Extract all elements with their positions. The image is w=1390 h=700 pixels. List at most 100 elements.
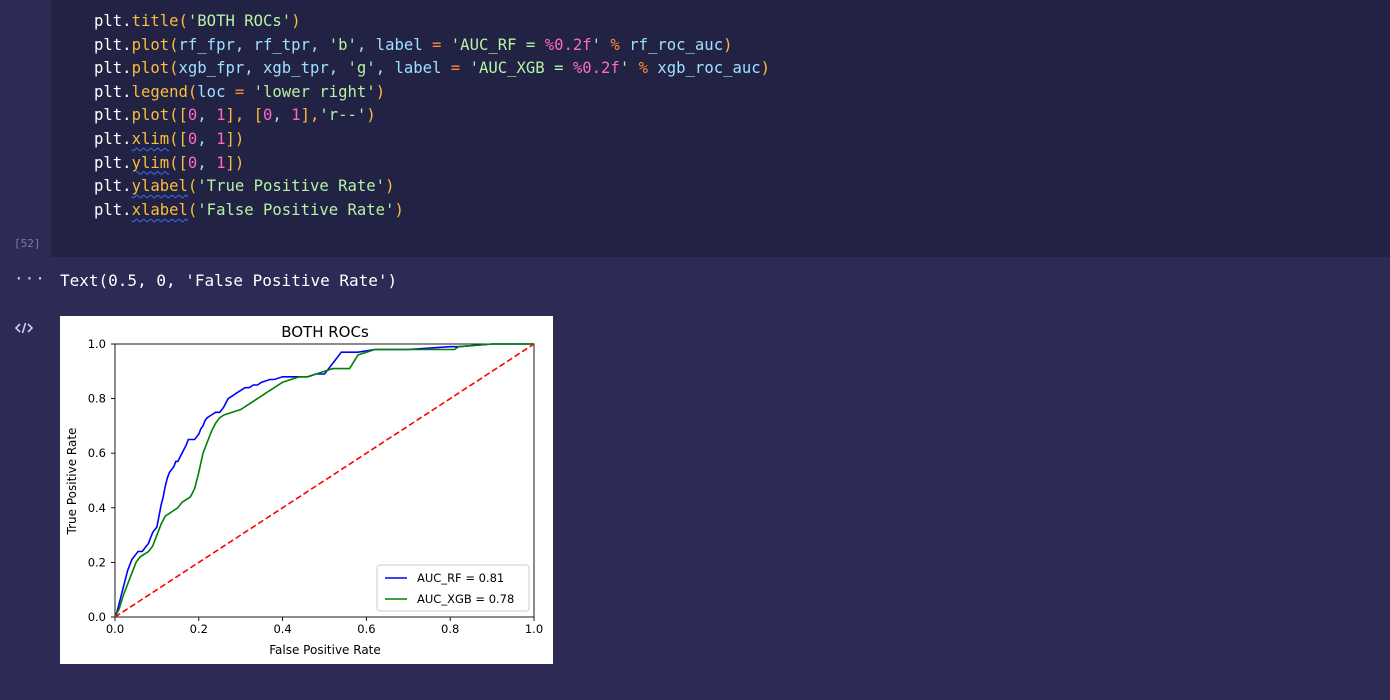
y-tick-label: 0.0: [88, 610, 106, 624]
code-token: 'g': [347, 59, 376, 78]
code-token: ): [375, 82, 386, 101]
code-token: 0: [263, 106, 273, 125]
y-tick-label: 0.6: [88, 446, 106, 460]
code-token: =: [432, 35, 451, 54]
x-tick-label: 1.0: [525, 622, 543, 636]
code-token: (: [187, 82, 198, 101]
code-token: plt.: [94, 12, 132, 30]
code-token: 1: [216, 106, 226, 125]
code-token: ]): [225, 129, 245, 148]
code-line: plt.plot(rf_fpr, rf_tpr, 'b', label = 'A…: [94, 34, 770, 58]
code-token: (: [187, 177, 198, 196]
code-token: ([: [169, 153, 188, 172]
code-token: plot: [131, 106, 170, 125]
chart-title: BOTH ROCs: [281, 323, 369, 341]
code-token: plt.: [94, 35, 132, 54]
y-axis-label: True Positive Rate: [65, 428, 79, 536]
output-text: Text(0.5, 0, 'False Positive Rate'): [60, 271, 398, 290]
code-token: ): [291, 12, 301, 30]
code-token: ylabel: [131, 177, 188, 196]
code-token: ]): [225, 153, 245, 172]
code-token: plt.: [94, 129, 132, 148]
y-tick-label: 0.8: [88, 392, 106, 406]
code-cell[interactable]: plt.title('BOTH ROCs') plt.plot(rf_fpr, r…: [51, 0, 1390, 257]
code-token: plt.: [94, 59, 132, 78]
code-token: %0.2f: [572, 59, 620, 78]
code-brackets-icon[interactable]: [14, 320, 34, 336]
x-tick-label: 0.0: [106, 622, 124, 636]
code-token: legend: [131, 82, 188, 101]
code-token: ,: [197, 153, 217, 172]
code-token: loc: [197, 82, 235, 101]
code-token: 'AUC_XGB =: [469, 59, 573, 78]
code-token: 1: [216, 153, 226, 172]
code-token: 1: [216, 129, 226, 148]
code-token: =: [450, 59, 470, 78]
code-line: plt.ylabel('True Positive Rate'): [94, 175, 770, 199]
x-tick-label: 0.2: [190, 622, 208, 636]
code-token: ,: [272, 106, 292, 125]
execution-count: [52]: [14, 237, 41, 250]
x-tick-label: 0.8: [441, 622, 459, 636]
code-token: plt.: [94, 177, 132, 196]
code-token: %0.2f: [544, 35, 592, 54]
code-token: ): [723, 35, 733, 54]
code-token: xgb_fpr, xgb_tpr,: [178, 59, 348, 78]
code-line: plt.plot([0, 1], [0, 1],'r--'): [94, 104, 770, 128]
code-token: 'True Positive Rate': [197, 177, 386, 196]
code-token: , label: [375, 59, 451, 78]
x-tick-label: 0.4: [273, 622, 291, 636]
y-tick-label: 0.4: [88, 501, 106, 515]
series-line-1: [114, 343, 534, 618]
code-token: xgb_roc_auc: [657, 59, 761, 78]
code-token: ylim: [131, 153, 170, 172]
code-token: 'lower right': [253, 82, 376, 101]
plot-frame: [114, 343, 535, 618]
code-token: 0: [187, 153, 198, 172]
code-token: plt.: [94, 153, 132, 172]
code-line: plt.title('BOTH ROCs'): [94, 10, 770, 34]
code-token: plt.: [94, 106, 132, 125]
roc-chart: BOTH ROCs False Positive Rate True Posit…: [65, 323, 543, 657]
code-token: 0: [187, 129, 198, 148]
code-token: 'AUC_RF =: [450, 35, 545, 54]
code-token: plt.: [94, 200, 132, 219]
chance-line: [114, 343, 535, 618]
code-token: ], [: [225, 106, 264, 125]
code-editor[interactable]: plt.title('BOTH ROCs') plt.plot(rf_fpr, r…: [94, 10, 770, 222]
x-tick-label: 0.6: [357, 622, 375, 636]
code-token: (: [169, 59, 179, 78]
y-tick-label: 1.0: [88, 337, 106, 351]
code-token: xlim: [131, 129, 170, 148]
code-token: ): [366, 106, 376, 125]
x-axis-label: False Positive Rate: [269, 643, 381, 657]
code-token: plot: [131, 59, 170, 78]
code-token: title: [131, 12, 179, 30]
code-token: rf_fpr, rf_tpr,: [178, 35, 329, 54]
code-token: plt.: [94, 82, 132, 101]
legend-box: [376, 564, 530, 612]
code-token: ,: [197, 106, 217, 125]
roc-figure: BOTH ROCs False Positive Rate True Posit…: [60, 316, 553, 664]
code-token: plot: [131, 35, 170, 54]
code-token: ): [385, 177, 395, 196]
legend-entry: AUC_XGB = 0.78: [417, 592, 514, 606]
code-line: plt.xlabel('False Positive Rate'): [94, 199, 770, 223]
code-token: %: [610, 35, 630, 54]
code-token: xlabel: [131, 200, 188, 219]
code-token: ): [394, 200, 404, 219]
code-token: (: [187, 200, 198, 219]
code-line: plt.plot(xgb_fpr, xgb_tpr, 'g', label = …: [94, 57, 770, 81]
code-token: (: [178, 12, 188, 30]
ellipsis-icon[interactable]: ···: [14, 269, 46, 288]
code-token: 1: [291, 106, 301, 125]
code-token: ': [619, 59, 639, 78]
code-token: rf_roc_auc: [629, 35, 724, 54]
chart-legend: AUC_RF = 0.81 AUC_XGB = 0.78: [376, 564, 530, 612]
code-line: plt.legend(loc = 'lower right'): [94, 81, 770, 105]
code-token: ([: [169, 106, 188, 125]
code-token: ): [760, 59, 771, 78]
code-token: ([: [169, 129, 188, 148]
code-line: plt.xlim([0, 1]): [94, 128, 770, 152]
code-token: ],: [300, 106, 320, 125]
